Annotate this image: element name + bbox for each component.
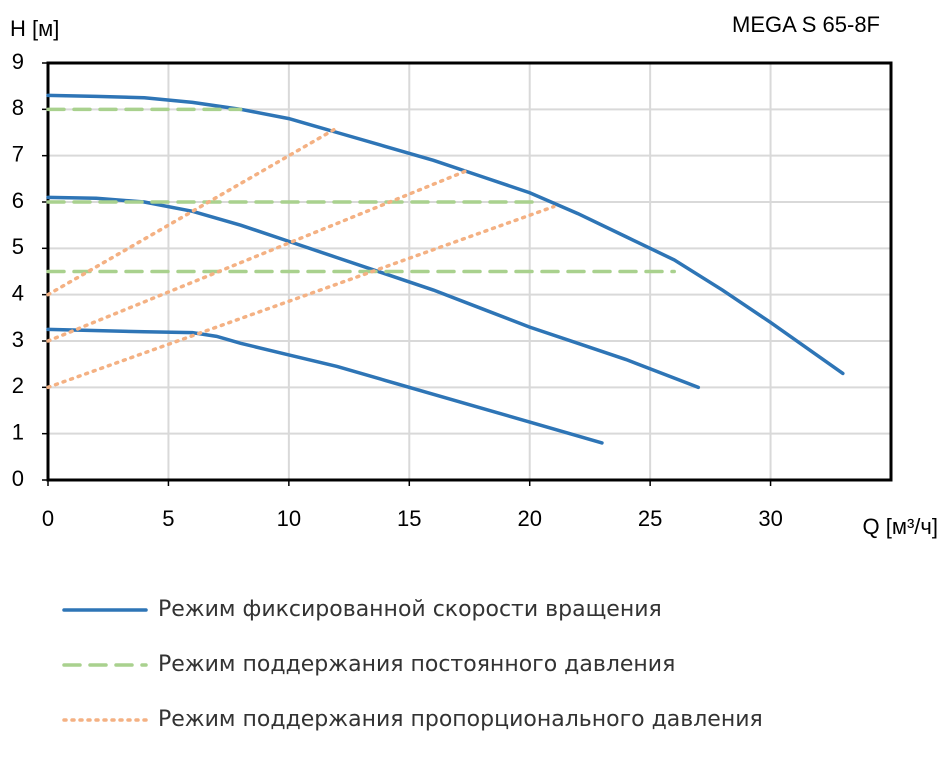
x-tick-label: 20 (517, 506, 541, 531)
series-line (46, 167, 472, 343)
x-tick-label: 25 (638, 506, 662, 531)
y-tick-label: 5 (12, 234, 24, 259)
y-tick-label: 8 (12, 95, 24, 120)
x-tick-label: 5 (162, 506, 174, 531)
x-tick-label: 0 (42, 506, 54, 531)
y-tick-label: 3 (12, 327, 24, 352)
legend-label: Режим поддержания постоянного давления (158, 652, 675, 677)
x-tick-label: 30 (758, 506, 782, 531)
legend-label: Режим поддержания пропорционального давл… (158, 707, 763, 732)
y-tick-label: 9 (12, 49, 24, 74)
y-tick-label: 6 (12, 188, 24, 213)
y-tick-label: 1 (12, 419, 24, 444)
y-tick-label: 2 (12, 373, 24, 398)
y-tick-label: 0 (12, 466, 24, 491)
series-line (46, 204, 556, 390)
x-tick-label: 15 (397, 506, 421, 531)
series-line (46, 93, 845, 376)
y-tick-label: 4 (12, 280, 24, 305)
y-tick-label: 7 (12, 141, 24, 166)
legend-label: Режим фиксированной скорости вращения (158, 597, 662, 622)
series-line (46, 126, 339, 297)
chart-title: MEGA S 65-8F (732, 12, 880, 37)
series-line (46, 327, 604, 445)
x-tick-label: 10 (277, 506, 301, 531)
y-axis-label: H [м] (10, 16, 59, 41)
x-axis-label: Q [м³/ч] (863, 514, 938, 539)
